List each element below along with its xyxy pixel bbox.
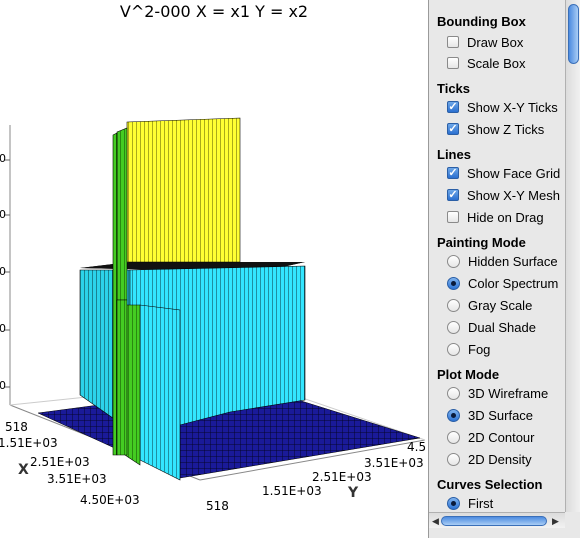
draw-box-label: Draw Box <box>467 34 524 50</box>
scroll-left-icon[interactable]: ◀ <box>432 516 439 526</box>
y-tick-518: 518 <box>206 499 229 513</box>
x-tick-4: 4.50E+03 <box>80 493 140 507</box>
x-tick-3: 3.51E+03 <box>47 472 107 486</box>
section-painting-mode: Painting Mode <box>437 235 526 250</box>
fog-label: Fog <box>468 341 491 357</box>
fog-radio[interactable]: Fog <box>447 339 490 359</box>
y-axis-name: Y <box>348 485 359 501</box>
plot-title: V^2-000 X = x1 Y = x2 <box>119 2 309 21</box>
scale-box-label: Scale Box <box>467 55 526 71</box>
radio-icon <box>447 298 460 312</box>
radio-selected-icon <box>447 496 460 510</box>
scroll-right-icon[interactable]: ▶ <box>552 516 559 526</box>
checkbox-checked-icon <box>447 167 459 179</box>
vertical-scroll-thumb[interactable] <box>568 4 579 64</box>
show-face-grid-checkbox[interactable]: Show Face Grid <box>447 163 560 183</box>
3d-surface-radio[interactable]: 3D Surface <box>447 405 533 425</box>
scale-box-checkbox[interactable]: Scale Box <box>447 53 526 73</box>
2d-density-label: 2D Density <box>468 451 532 467</box>
color-spectrum-label: Color Spectrum <box>468 275 559 291</box>
checkbox-icon <box>447 57 459 69</box>
dual-shade-label: Dual Shade <box>468 319 536 335</box>
hide-on-drag-checkbox[interactable]: Hide on Drag <box>447 207 544 227</box>
surface-block-front <box>124 304 181 481</box>
dual-shade-radio[interactable]: Dual Shade <box>447 317 536 337</box>
radio-selected-icon <box>447 408 460 422</box>
y-tick-1: 1.51E+03 <box>262 484 322 498</box>
surface-plot-canvas[interactable] <box>0 0 428 538</box>
section-ticks: Ticks <box>437 81 471 96</box>
show-xy-mesh-label: Show X-Y Mesh <box>467 187 560 203</box>
radio-icon <box>447 342 460 356</box>
radio-icon <box>447 320 460 334</box>
show-xy-mesh-checkbox[interactable]: Show X-Y Mesh <box>447 185 560 205</box>
x-tick-518: 518 <box>5 420 28 434</box>
horizontal-scrollbar[interactable]: ◀ ▶ <box>429 512 565 528</box>
radio-icon <box>447 254 460 268</box>
radio-icon <box>447 386 460 400</box>
x-tick-2: 2.51E+03 <box>30 455 90 469</box>
options-panel-content: Bounding Box Draw Box Scale Box Ticks Sh… <box>429 0 565 512</box>
first-curve-label: First <box>468 495 494 511</box>
3d-wireframe-label: 3D Wireframe <box>468 385 549 401</box>
hidden-surface-label: Hidden Surface <box>468 253 558 269</box>
hidden-surface-radio[interactable]: Hidden Surface <box>447 251 558 271</box>
2d-contour-label: 2D Contour <box>468 429 535 445</box>
y-tick-4: 4.5 <box>407 440 427 454</box>
section-lines: Lines <box>437 147 471 162</box>
section-bounding-box: Bounding Box <box>437 14 526 29</box>
y-tick-2: 2.51E+03 <box>312 470 372 484</box>
show-z-ticks-checkbox[interactable]: Show Z Ticks <box>447 119 544 139</box>
draw-box-checkbox[interactable]: Draw Box <box>447 32 523 52</box>
show-xy-ticks-checkbox[interactable]: Show X-Y Ticks <box>447 97 558 117</box>
checkbox-icon <box>447 211 459 223</box>
first-curve-radio[interactable]: First <box>447 493 493 512</box>
z-tick-2: 0 <box>0 208 6 221</box>
2d-contour-radio[interactable]: 2D Contour <box>447 427 534 447</box>
radio-icon <box>447 430 460 444</box>
color-spectrum-radio[interactable]: Color Spectrum <box>447 273 558 293</box>
gray-scale-label: Gray Scale <box>468 297 533 313</box>
radio-icon <box>447 452 460 466</box>
radio-selected-icon <box>447 276 460 290</box>
section-plot-mode: Plot Mode <box>437 367 500 382</box>
z-tick-1: 0 <box>0 152 6 165</box>
y-tick-3: 3.51E+03 <box>364 456 424 470</box>
x-tick-1: 1.51E+03 <box>0 436 58 450</box>
options-panel: Bounding Box Draw Box Scale Box Ticks Sh… <box>428 0 580 538</box>
z-tick-5: 0 <box>0 379 6 392</box>
z-tick-4: 0 <box>0 322 6 335</box>
z-tick-3: 0 <box>0 265 6 278</box>
checkbox-checked-icon <box>447 123 459 135</box>
checkbox-checked-icon <box>447 189 459 201</box>
3d-surface-label: 3D Surface <box>468 407 534 423</box>
checkbox-checked-icon <box>447 101 459 113</box>
show-z-ticks-label: Show Z Ticks <box>467 121 545 137</box>
show-face-grid-label: Show Face Grid <box>467 165 561 181</box>
vertical-scrollbar[interactable] <box>565 0 580 512</box>
checkbox-icon <box>447 36 459 48</box>
2d-density-radio[interactable]: 2D Density <box>447 449 532 469</box>
section-curves-selection: Curves Selection <box>437 477 543 492</box>
3d-wireframe-radio[interactable]: 3D Wireframe <box>447 383 548 403</box>
horizontal-scroll-thumb[interactable] <box>441 516 547 526</box>
hide-on-drag-label: Hide on Drag <box>467 209 544 225</box>
plot-area[interactable]: V^2-000 X = x1 Y = x2 518 1.51E+03 2.51E… <box>0 0 428 538</box>
show-xy-ticks-label: Show X-Y Ticks <box>467 99 558 115</box>
x-axis-name: X <box>18 462 29 478</box>
gray-scale-radio[interactable]: Gray Scale <box>447 295 532 315</box>
surface-tower <box>112 117 241 456</box>
